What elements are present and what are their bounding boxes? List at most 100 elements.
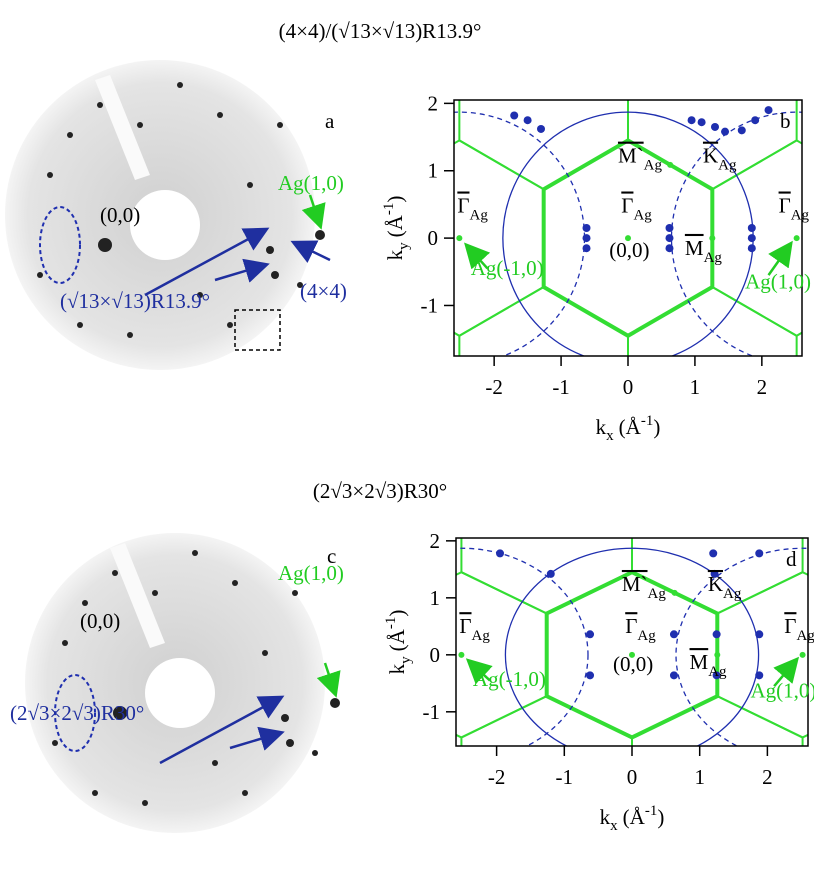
leed-annotation: Ag(1,0) — [278, 171, 344, 195]
diffraction-spot — [670, 630, 678, 638]
point-subscript: Ag — [791, 208, 810, 224]
leed-spot — [281, 714, 289, 722]
axis-symbol: k — [596, 415, 607, 439]
leed-spot — [98, 238, 112, 252]
diffraction-spot — [755, 630, 763, 638]
x-tick-label: 2 — [762, 765, 773, 789]
axis-subscript: x — [610, 818, 618, 834]
leed-gun — [130, 190, 200, 260]
point-symbol: Γ — [459, 614, 471, 638]
y-tick-label: 0 — [430, 643, 441, 667]
axis-close: ) — [653, 415, 660, 439]
axis-unit: (Å — [383, 214, 407, 237]
panel-letter: b — [780, 109, 791, 133]
point-label: MAg — [685, 236, 723, 266]
point-label: ΓAg — [457, 194, 488, 224]
leed-spot — [330, 698, 340, 708]
point-symbol: K — [703, 144, 718, 168]
diffraction-spot — [547, 570, 555, 578]
point-symbol: Γ — [621, 194, 633, 218]
leed-spot — [227, 322, 233, 328]
diffraction-spot — [670, 671, 678, 679]
x-tick-label: 1 — [694, 765, 705, 789]
x-tick-label: -2 — [485, 375, 503, 399]
point-symbol: Ag(-1,0) — [471, 256, 544, 280]
diffraction-spot — [524, 116, 532, 124]
diffraction-spot — [586, 671, 594, 679]
panel-letter: a — [325, 109, 335, 133]
axis-superscript: -1 — [381, 203, 397, 216]
leed-spot — [212, 760, 218, 766]
leed-spot — [112, 570, 118, 576]
leed-spot — [286, 739, 294, 747]
symmetry-point — [672, 590, 678, 596]
diffraction-spot — [586, 630, 594, 638]
point-label: M`Ag — [622, 572, 667, 602]
leed-spot — [77, 322, 83, 328]
leed-annotation: (0,0) — [80, 609, 120, 633]
leed-spot — [62, 640, 68, 646]
symmetry-point — [456, 235, 462, 241]
axis-subscript: y — [396, 242, 412, 250]
point-label: Ag(1,0) — [750, 679, 814, 703]
point-label: KAg — [708, 572, 742, 602]
point-label: Ag(1,0) — [745, 270, 811, 294]
axis-close: ) — [657, 805, 664, 829]
leed-annotation: (0,0) — [100, 203, 140, 227]
diffraction-spot — [496, 549, 504, 557]
axis-subscript: x — [606, 428, 614, 444]
symmetry-point — [800, 652, 806, 658]
diffraction-spot — [665, 244, 673, 252]
x-tick-label: -2 — [488, 765, 506, 789]
point-symbol: M — [685, 236, 704, 260]
leed-spot — [266, 246, 274, 254]
leed-spot — [92, 790, 98, 796]
leed-spot — [315, 230, 325, 240]
point-subscript: Ag — [723, 586, 742, 602]
point-label: Ag(-1,0) — [473, 667, 546, 691]
point-subscript: Ag — [469, 208, 488, 224]
axis-unit: (Å — [619, 415, 642, 439]
point-symbol: Ag(1,0) — [750, 679, 814, 703]
symmetry-point — [667, 162, 673, 168]
symmetry-point — [714, 652, 720, 658]
x-tick-label: -1 — [552, 375, 570, 399]
axis-superscript: -1 — [383, 617, 399, 630]
x-tick-label: 0 — [623, 375, 634, 399]
diffraction-spot — [721, 128, 729, 136]
leed-spot — [242, 790, 248, 796]
point-subscript: Ag — [708, 664, 727, 680]
point-symbol: Γ — [779, 194, 791, 218]
zone-boundary — [628, 287, 797, 482]
point-subscript: Ag — [633, 208, 652, 224]
leed-annotation: (4×4) — [300, 279, 347, 303]
point-symbol: (0,0) — [613, 652, 653, 676]
diffraction-spot — [510, 111, 518, 119]
point-label: ΓAg — [784, 614, 814, 644]
point-symbol: M — [690, 650, 709, 674]
diffraction-spot — [738, 126, 746, 134]
diffraction-spot — [755, 549, 763, 557]
leed-spot — [137, 122, 143, 128]
leed-spot — [232, 580, 238, 586]
y-tick-label: 2 — [428, 91, 439, 115]
diffraction-spot — [711, 123, 719, 131]
diffraction-spot — [709, 549, 717, 557]
y-tick-label: -1 — [421, 293, 439, 317]
point-label: ΓAg — [459, 614, 490, 644]
point-symbol: K — [708, 572, 723, 596]
x-tick-label: 0 — [627, 765, 638, 789]
point-label: MAg — [690, 650, 728, 680]
point-label: ΓAg — [621, 194, 652, 224]
symmetry-point — [794, 235, 800, 241]
diffraction-spot — [537, 125, 545, 133]
point-label: ΓAg — [779, 194, 810, 224]
xlabel-label: kx (Å-1) — [596, 413, 661, 444]
leed-spot — [142, 800, 148, 806]
point-symbol: Γ — [784, 614, 796, 638]
point-subscript: Ag — [796, 628, 814, 644]
leed-spot — [292, 590, 298, 596]
leed-annotation: (2√3×2√3)R30° — [10, 701, 144, 725]
arrow — [325, 663, 335, 693]
axis-superscript: -1 — [641, 413, 654, 429]
